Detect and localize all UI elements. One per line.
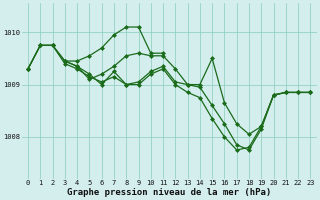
X-axis label: Graphe pression niveau de la mer (hPa): Graphe pression niveau de la mer (hPa) [67,188,271,197]
